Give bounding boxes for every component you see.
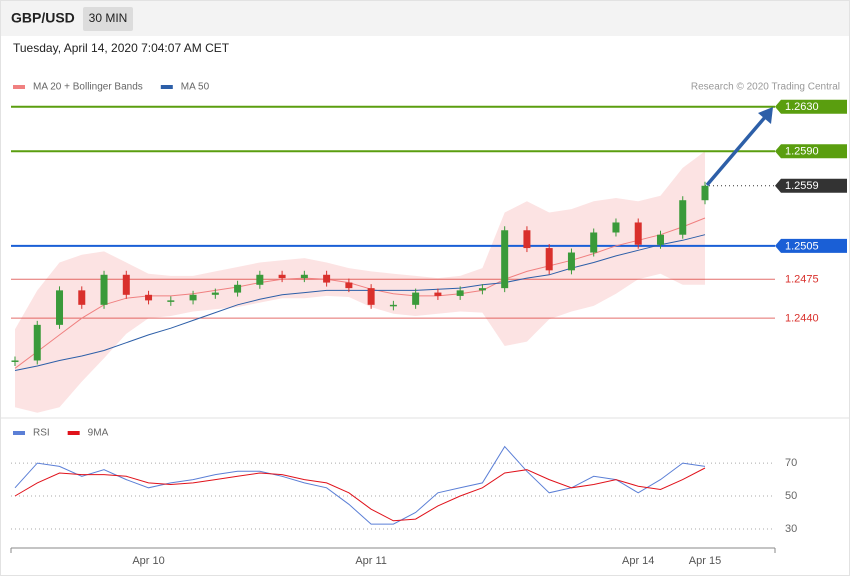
level-label: 1.2559 — [785, 180, 819, 192]
y-tick-label: 50 — [785, 490, 797, 502]
forecast-arrow — [705, 114, 768, 187]
candle — [501, 230, 509, 289]
rsi-panel: 30 50 70 Apr 10 Apr 11 Apr 14 Apr 15 RSI 9MA — [10, 428, 797, 567]
ma-line — [14, 217, 706, 369]
level-label: 1.2590 — [785, 146, 819, 158]
level-tag — [775, 178, 847, 193]
candle — [300, 274, 308, 279]
y-tick-label: 30 — [785, 523, 797, 535]
level-label: 1.2475 — [785, 274, 819, 286]
y-tick-label: 70 — [785, 457, 797, 469]
candle — [234, 284, 242, 293]
candle — [701, 185, 709, 201]
x-tick-label: Apr 15 — [689, 555, 721, 567]
header-bar — [1, 1, 849, 36]
candle — [78, 290, 86, 305]
candle — [389, 304, 397, 307]
candle — [211, 292, 219, 295]
legend-swatch — [13, 431, 25, 435]
candle — [656, 234, 664, 245]
candle — [634, 222, 642, 245]
candle — [523, 230, 531, 249]
candle — [145, 294, 153, 301]
candle — [545, 248, 553, 271]
interval[interactable]: 30 MIN — [89, 11, 128, 25]
candle — [478, 288, 486, 291]
level-label: 1.2440 — [785, 313, 819, 325]
price-panel: 1.2630 1.2590 1.2559 1.2505 1.2475 1.2440 MA 2… — [11, 82, 847, 413]
credit: Research © 2020 Trading Central — [691, 82, 840, 93]
x-tick-label: Apr 11 — [355, 555, 387, 567]
candle — [33, 324, 41, 361]
candle — [278, 274, 286, 279]
level-tag — [775, 238, 847, 253]
candle — [189, 294, 197, 301]
candle — [100, 274, 108, 305]
candle — [679, 200, 687, 235]
legend-label[interactable]: 9MA — [88, 428, 109, 439]
candle — [167, 300, 175, 302]
candle — [434, 292, 442, 296]
legend-label[interactable]: RSI — [33, 428, 50, 439]
legend-swatch — [13, 85, 25, 89]
level-label: 1.2630 — [785, 101, 819, 113]
level-label: 1.2505 — [785, 240, 819, 252]
candle — [122, 274, 130, 295]
interval-badge[interactable] — [83, 7, 133, 31]
ma-line — [14, 234, 706, 371]
legend-swatch — [160, 85, 173, 89]
level-tag — [775, 144, 847, 159]
candle — [11, 360, 19, 362]
legend-swatch — [67, 431, 80, 435]
candle — [590, 232, 598, 253]
candle — [367, 288, 375, 305]
level-tag — [775, 99, 847, 114]
candle — [456, 290, 464, 296]
x-tick-label: Apr 10 — [132, 555, 164, 567]
candle — [412, 292, 420, 305]
rsi-line — [14, 445, 706, 525]
bollinger-band — [15, 151, 705, 413]
candle — [56, 290, 64, 325]
x-tick-label: Apr 14 — [622, 555, 654, 567]
candle — [345, 282, 353, 289]
legend-label[interactable]: MA 50 — [181, 82, 210, 93]
symbol: GBP/USD — [11, 10, 75, 26]
candle — [323, 274, 331, 283]
arrow-head — [758, 107, 773, 124]
candle — [612, 222, 620, 233]
legend-label[interactable]: MA 20 + Bollinger Bands — [33, 82, 143, 93]
candle — [256, 274, 264, 285]
timestamp: Tuesday, April 14, 2020 7:04:07 AM CET — [13, 41, 230, 55]
candle — [567, 252, 575, 271]
rsi-line — [14, 467, 706, 522]
